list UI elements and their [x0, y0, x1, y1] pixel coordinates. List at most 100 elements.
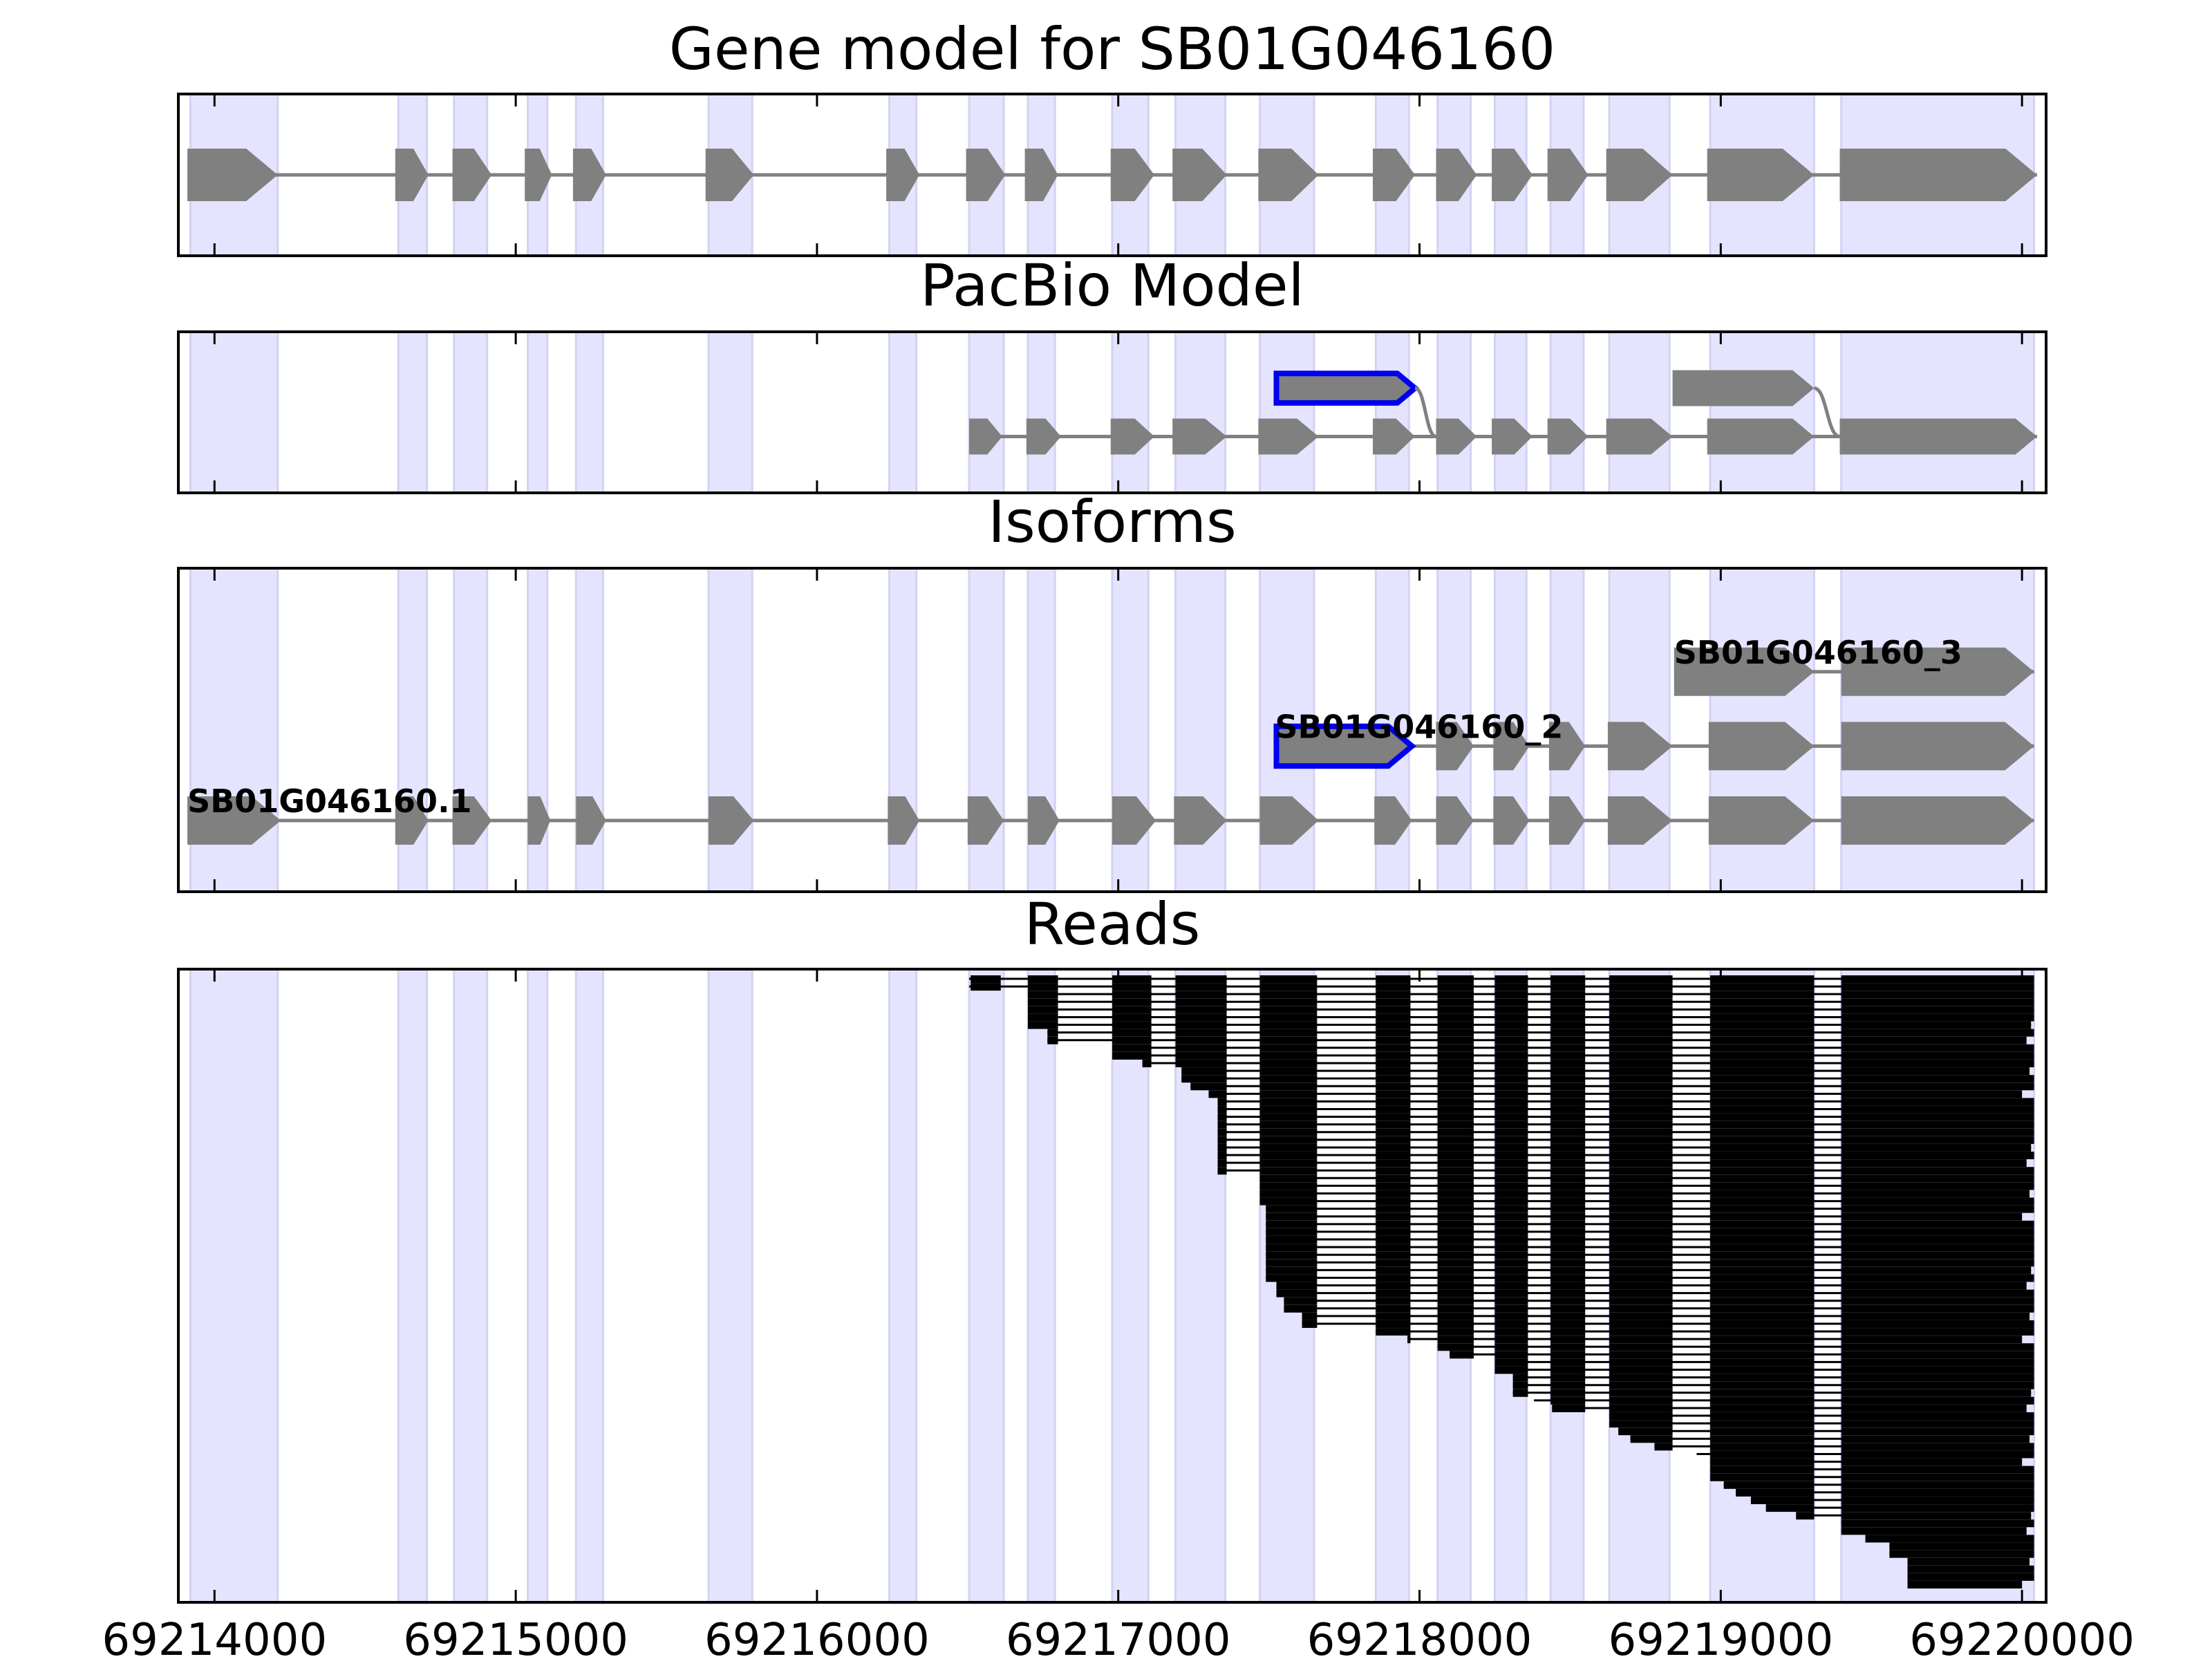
read-block	[1376, 1006, 1411, 1014]
exon-region	[1374, 330, 1410, 494]
read-block	[1494, 1320, 1528, 1328]
read-block	[1609, 1182, 1673, 1190]
read-block	[1512, 1374, 1528, 1382]
read-block	[1376, 1244, 1411, 1252]
read-block	[1841, 1174, 2034, 1183]
exon-region	[1111, 968, 1150, 1604]
read-block	[1609, 1006, 1673, 1014]
read-block	[1710, 1067, 1815, 1076]
read-block	[1175, 975, 1227, 983]
read-block	[1217, 1105, 1227, 1114]
read	[1302, 1312, 2030, 1320]
read-block	[1907, 1581, 2023, 1588]
read-block	[1376, 1067, 1411, 1076]
read-block	[1841, 1351, 2034, 1359]
read	[1907, 1573, 2034, 1581]
read-block	[1494, 1167, 1528, 1175]
transcript-row: SB01G046160_2	[1273, 708, 2034, 771]
read-block	[1259, 1021, 1318, 1029]
read-block	[1437, 1136, 1474, 1144]
read	[1266, 1212, 2023, 1221]
read-block	[1710, 1458, 1815, 1466]
read-block	[1494, 1090, 1528, 1098]
read-block	[1266, 1244, 1318, 1252]
exon-region	[527, 968, 549, 1604]
read-block	[1376, 1036, 1411, 1044]
read-block	[1437, 1282, 1474, 1290]
read-block	[1437, 1152, 1474, 1160]
read-block	[1450, 1351, 1474, 1359]
read-block	[1259, 1128, 1318, 1136]
read-block	[1550, 1374, 1586, 1382]
read-block	[1550, 1335, 1586, 1344]
read-block	[1841, 1396, 2034, 1405]
read	[1907, 1565, 2034, 1573]
read-block	[1550, 1152, 1586, 1160]
read-block	[1376, 1167, 1411, 1175]
read-block	[1550, 1044, 1586, 1052]
read	[1181, 1075, 2034, 1083]
read-block	[1175, 1013, 1227, 1022]
read	[1217, 1098, 2034, 1106]
read-block	[1841, 1312, 2030, 1320]
read-block	[1259, 1067, 1318, 1076]
read-block	[1259, 1051, 1318, 1060]
read-block	[1175, 1051, 1227, 1060]
read-block	[1550, 1113, 1586, 1121]
read-block	[1437, 1343, 1474, 1351]
read-block	[1112, 1036, 1152, 1044]
read-block	[1259, 1090, 1318, 1098]
read	[1259, 1174, 2034, 1183]
read-block	[1437, 1312, 1474, 1320]
read-block	[1841, 1488, 2034, 1497]
x-tick-label: 69217000	[1006, 1615, 1231, 1659]
read	[1259, 1197, 2034, 1206]
read-block	[1710, 1182, 1815, 1190]
read-block	[1376, 983, 1411, 991]
read-block	[1710, 1159, 1815, 1168]
read-block	[1494, 975, 1528, 983]
read-block	[1494, 1366, 1528, 1374]
read-block	[1112, 1013, 1152, 1022]
exon	[1674, 647, 1815, 696]
read-block	[1710, 1236, 1815, 1244]
read-block	[1437, 1304, 1474, 1313]
read-block	[1550, 1312, 1586, 1320]
read-block	[1841, 1481, 2034, 1489]
read-block	[1609, 1090, 1673, 1098]
read-block	[1494, 1236, 1528, 1244]
read-block	[1841, 1029, 2034, 1037]
read-block	[1550, 1266, 1586, 1275]
read-block	[1259, 991, 1318, 999]
read-block	[1027, 975, 1058, 983]
read-block	[1437, 1128, 1474, 1136]
x-tick-label: 69214000	[102, 1615, 327, 1659]
read-block	[1376, 1197, 1411, 1206]
read-block	[1027, 1006, 1058, 1014]
read-block	[1376, 1105, 1411, 1114]
panel-title: PacBio Model	[920, 252, 1304, 319]
read-block	[1175, 1036, 1227, 1044]
read-block	[1654, 1443, 1673, 1451]
read-block	[1259, 1197, 1318, 1206]
read-block	[1710, 998, 1815, 1006]
read-block	[1550, 1121, 1586, 1129]
read-block	[1550, 1059, 1586, 1067]
read-block	[1550, 1174, 1586, 1183]
read-block	[1437, 1006, 1474, 1014]
read-block	[1841, 1519, 2034, 1528]
read-block	[1710, 1274, 1815, 1282]
read-block	[1437, 1167, 1474, 1175]
read-block	[1437, 1051, 1474, 1060]
read	[1208, 1090, 2023, 1098]
read-block	[1494, 1128, 1528, 1136]
read-block	[1494, 1289, 1528, 1297]
read-block	[1376, 1059, 1411, 1067]
read-block	[1841, 1512, 2032, 1520]
read-block	[1609, 998, 1673, 1006]
read	[1450, 1351, 2034, 1359]
read-block	[1841, 1274, 2034, 1282]
read-block	[1550, 1082, 1586, 1091]
read-block	[1494, 1082, 1528, 1091]
read-block	[1841, 1098, 2034, 1106]
